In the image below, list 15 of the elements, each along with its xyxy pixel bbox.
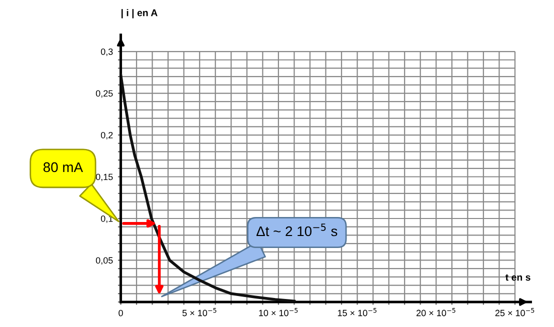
x-axis-title: t en s — [505, 274, 530, 281]
x-tick-label: 0 — [118, 310, 123, 316]
x-tick-label: 10 × 10$^{−5}$ — [259, 308, 298, 316]
x-tick-label: 20 × 10$^{−5}$ — [416, 308, 456, 316]
x-tick-label: 15 × 10$^{−5}$ — [338, 308, 376, 316]
y-tick-label: 0,3 — [100, 48, 113, 56]
y-axis-title: | i | en A — [122, 9, 158, 18]
y-tick-label: 0,05 — [96, 257, 113, 265]
text: 80 mA — [43, 162, 83, 172]
y-tick-label: 0,2 — [100, 132, 113, 140]
y-tick-label: 0,15 — [96, 174, 113, 182]
x-tick-label: 5 × 10$^{−5}$ — [182, 308, 216, 316]
x-tick-label: 25 × 10$^{−5}$ — [495, 308, 534, 316]
annotation: Δt ~ 2 10$^{−5}$ s — [256, 224, 338, 236]
y-tick-label: 0,25 — [96, 90, 113, 98]
